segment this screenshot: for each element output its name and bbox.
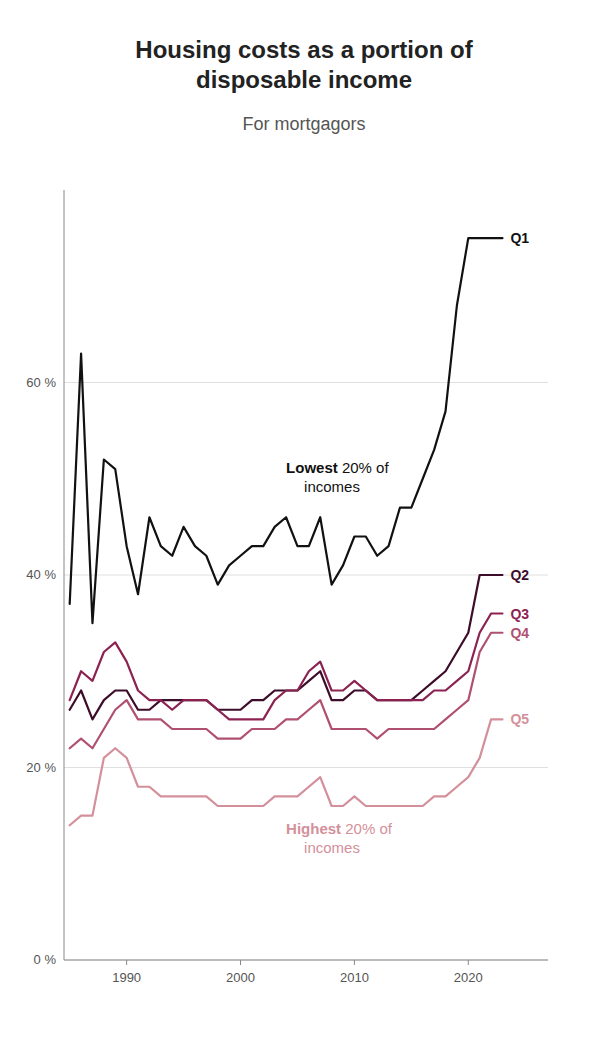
series-label: Q1 xyxy=(510,230,529,246)
x-tick xyxy=(240,960,241,965)
subtitle: For mortgagors xyxy=(242,114,365,134)
lines xyxy=(70,238,503,825)
annotation-part: 20% of xyxy=(338,459,390,476)
series-line xyxy=(70,575,503,719)
series-line xyxy=(70,238,503,623)
annotation: Highest 20% of incomes xyxy=(286,820,393,856)
background xyxy=(0,0,608,1038)
series-label: Q2 xyxy=(510,567,529,583)
x-tick-label: 2010 xyxy=(340,970,369,985)
title-line: Housing costs as a portion of xyxy=(135,36,473,63)
y-tick-label: 20 % xyxy=(26,760,56,775)
title-line: disposable income xyxy=(196,66,412,93)
x-tick xyxy=(468,960,469,965)
x-tick-label: 1990 xyxy=(112,970,141,985)
x-axis-line xyxy=(64,960,548,961)
title: Housing costs as a portion of disposable … xyxy=(135,36,473,93)
grid xyxy=(64,383,548,961)
annotation-part: incomes xyxy=(304,839,360,856)
series-label: Q4 xyxy=(510,625,529,641)
grid-line xyxy=(64,575,548,576)
annotation-part: 20% of xyxy=(341,820,393,837)
y-tick-label: 0 % xyxy=(34,952,57,967)
x-tick xyxy=(354,960,355,965)
annotation-part: incomes xyxy=(304,478,360,495)
grid-line xyxy=(64,960,548,961)
annotation-part: Lowest xyxy=(286,459,338,476)
y-tick-label: 60 % xyxy=(26,375,56,390)
annotation-part: Highest xyxy=(286,820,341,837)
series-label: Q3 xyxy=(510,606,529,622)
y-tick-label: 40 % xyxy=(26,567,56,582)
annotation: Lowest 20% of incomes xyxy=(286,459,389,495)
y-axis-line xyxy=(64,190,65,960)
series-line xyxy=(70,719,503,825)
chart: Housing costs as a portion of disposable … xyxy=(0,0,608,1038)
series-line xyxy=(70,614,503,720)
x-tick-label: 2000 xyxy=(226,970,255,985)
x-tick-label: 2020 xyxy=(454,970,483,985)
x-tick xyxy=(126,960,127,965)
series-line xyxy=(70,633,503,749)
series-label: Q5 xyxy=(510,711,529,727)
grid-line xyxy=(64,382,548,383)
